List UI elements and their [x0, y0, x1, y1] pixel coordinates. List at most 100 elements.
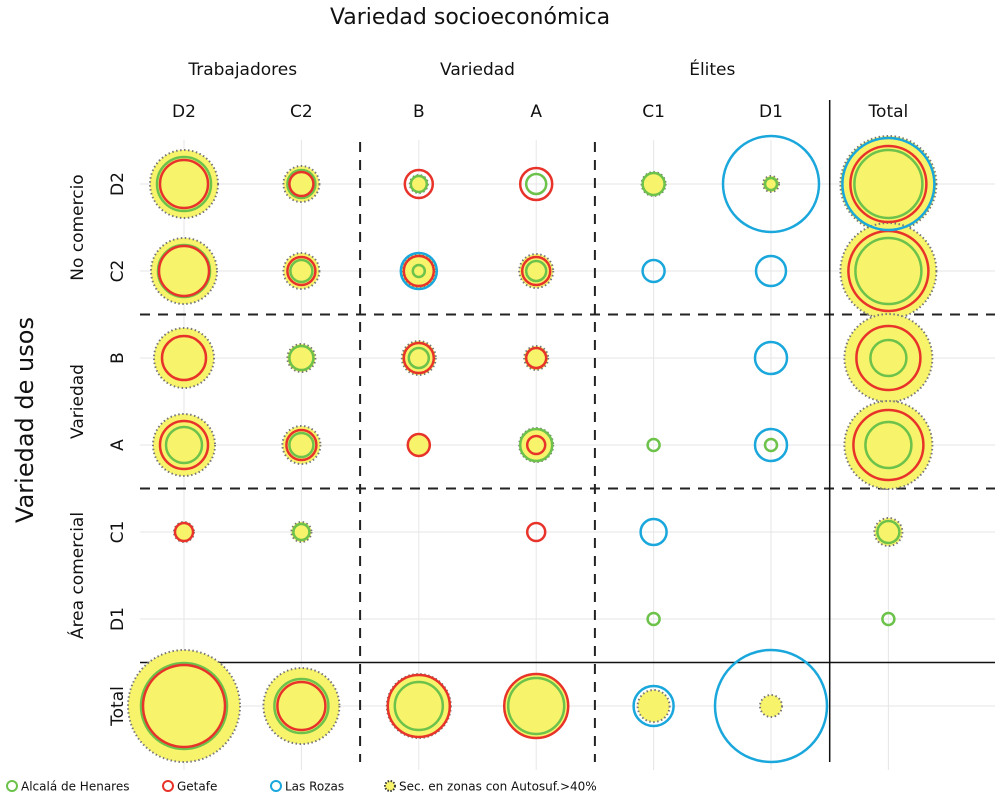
bubble	[763, 176, 779, 192]
column-label: C2	[290, 102, 313, 122]
legend-label: Getafe	[177, 780, 217, 794]
bubble	[753, 427, 789, 463]
row-label: B	[108, 352, 128, 364]
legend-symbol	[270, 780, 282, 792]
bubble	[849, 144, 928, 224]
bubble	[753, 340, 789, 376]
bubble	[282, 252, 321, 290]
bubble	[524, 172, 548, 196]
bubble	[289, 258, 314, 284]
bubble	[641, 171, 666, 197]
bubble	[881, 611, 896, 627]
bubble	[288, 170, 315, 198]
legend-label: Las Rozas	[285, 780, 344, 794]
bubble	[399, 251, 439, 291]
column-label: C1	[642, 102, 665, 122]
legend-label: Alcalá de Henares	[21, 780, 129, 794]
row-label: D2	[108, 172, 128, 196]
bubble	[285, 428, 318, 462]
row-group-label: No comercio	[68, 174, 88, 280]
bubble	[273, 677, 330, 735]
bubble	[520, 255, 552, 287]
bubble	[402, 341, 436, 375]
bubble	[523, 345, 550, 371]
row-group-label: Variedad	[68, 364, 88, 439]
bubble	[407, 346, 431, 370]
bubble	[641, 258, 666, 284]
legend-symbol	[6, 780, 18, 792]
bubble	[852, 408, 925, 482]
bubble	[158, 419, 210, 471]
legend-symbol	[384, 780, 396, 792]
chart-title: Variedad socioeconómica	[330, 5, 610, 30]
bubble	[518, 427, 554, 463]
bubble	[876, 519, 901, 545]
bubble	[518, 166, 554, 202]
bubble	[411, 263, 427, 279]
row-label: C2	[108, 260, 128, 283]
bubble	[636, 689, 671, 723]
bubble	[139, 661, 229, 751]
bubble	[286, 343, 317, 373]
bubble	[155, 155, 213, 213]
bubble	[127, 649, 241, 763]
legend-symbol	[162, 780, 174, 792]
bubble	[292, 522, 311, 542]
row-label: Total	[108, 686, 128, 727]
bubble	[646, 437, 661, 453]
bubble	[276, 680, 327, 732]
bubble	[173, 521, 195, 543]
bubble	[518, 253, 555, 289]
column-group-label: Élites	[689, 58, 735, 80]
row-label: C1	[108, 521, 128, 544]
bubble	[854, 236, 923, 306]
bubble	[639, 517, 668, 547]
bubble	[157, 244, 211, 298]
bubble	[288, 344, 315, 372]
bubble	[841, 136, 936, 232]
bubble	[646, 611, 661, 627]
bubble	[386, 673, 452, 739]
bubble	[152, 413, 216, 477]
bubble	[853, 148, 924, 220]
bubble	[406, 432, 432, 458]
column-group-label: Trabajadores	[187, 60, 297, 80]
column-label: Total	[868, 102, 909, 122]
bubble	[721, 134, 821, 234]
bubble	[525, 434, 547, 456]
bubble	[632, 684, 675, 728]
bubble	[855, 324, 922, 392]
bubble	[160, 334, 208, 382]
column-label: D2	[172, 102, 196, 122]
row-label: A	[108, 439, 128, 451]
bubble	[713, 648, 829, 764]
bubble	[158, 158, 210, 210]
bubble	[403, 168, 435, 200]
bubble	[524, 346, 548, 370]
bubble	[164, 425, 204, 465]
bubble	[763, 437, 779, 453]
bubble	[864, 420, 913, 470]
legend-label: Sec. en zonas con Autosuf.>40%	[399, 780, 597, 794]
bubble	[402, 254, 436, 288]
bubble	[150, 237, 218, 305]
bubble	[759, 694, 783, 718]
column-label: D1	[759, 102, 783, 122]
bubble	[524, 259, 548, 283]
bubble	[141, 663, 227, 749]
bubble	[400, 340, 437, 376]
row-label: D1	[108, 607, 128, 631]
bubble	[286, 255, 317, 287]
row-group-label: Área comercial	[66, 512, 88, 639]
bubble	[754, 254, 788, 288]
column-label: A	[530, 102, 542, 122]
bubble	[843, 400, 934, 490]
y-axis-label: Variedad de usos	[11, 317, 39, 523]
bubble	[393, 680, 445, 732]
bubble	[288, 431, 315, 459]
bubble	[525, 521, 547, 543]
bubble	[286, 168, 317, 200]
bubble	[502, 672, 570, 740]
bubble	[409, 174, 429, 194]
